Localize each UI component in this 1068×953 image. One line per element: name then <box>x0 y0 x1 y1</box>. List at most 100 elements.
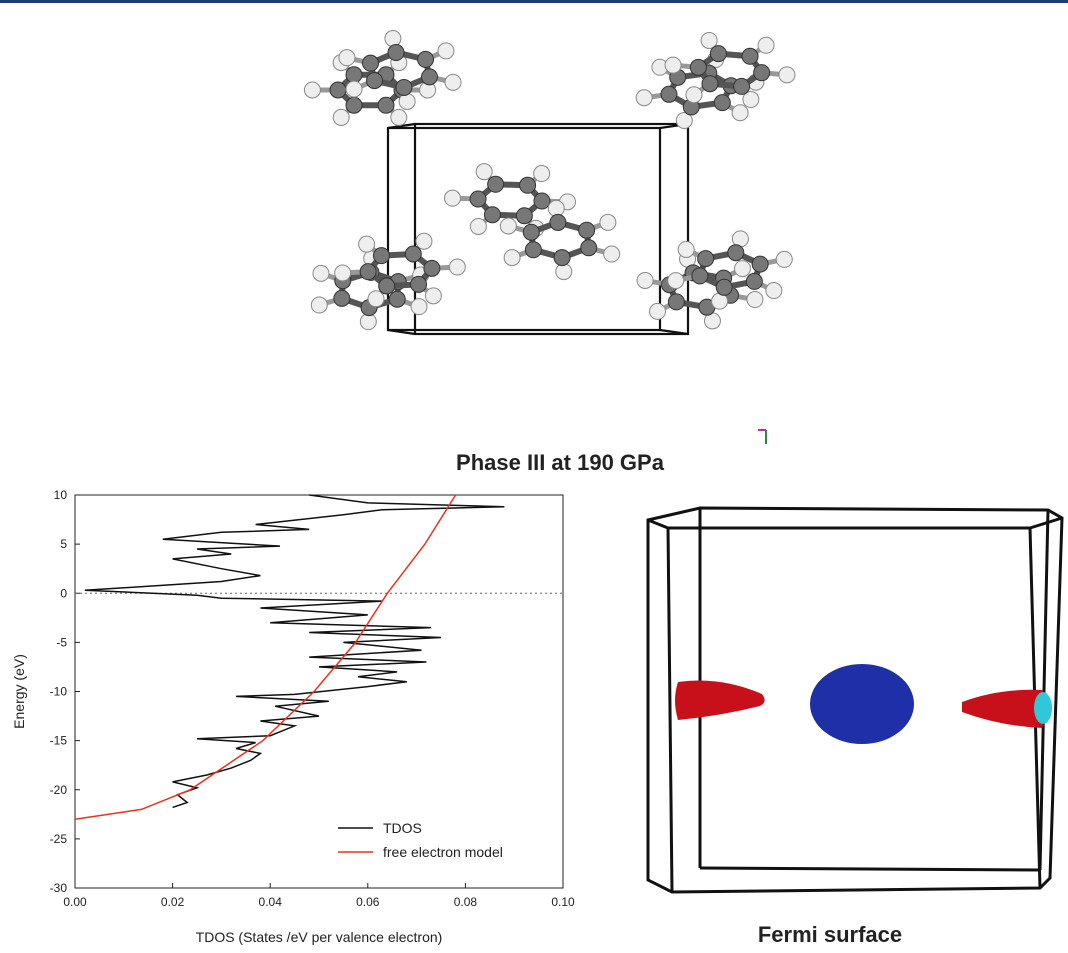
structure-caption: Phase III at 190 GPa <box>456 450 665 475</box>
carbon-atom <box>345 96 363 114</box>
hydrogen-atom <box>675 111 693 129</box>
hydrogen-atom <box>603 245 621 263</box>
hydrogen-atom <box>742 91 760 109</box>
carbon-atom <box>697 250 715 268</box>
carbon-atom <box>395 78 413 96</box>
hydrogen-atom <box>424 287 442 305</box>
carbon-atom <box>689 58 707 76</box>
carbon-atom <box>578 221 596 239</box>
hydrogen-atom <box>555 263 573 281</box>
carbon-atom <box>378 277 396 295</box>
hydrogen-atom <box>677 240 695 258</box>
carbon-atom <box>715 278 733 296</box>
hydrogen-atom <box>685 86 703 104</box>
y-tick-label: 5 <box>60 537 67 551</box>
legend-label: TDOS <box>383 820 422 836</box>
carbon-atom <box>745 272 763 290</box>
hydrogen-atom <box>444 73 462 91</box>
hydrogen-atom <box>410 298 428 316</box>
carbon-atom <box>751 255 769 273</box>
carbon-atom <box>365 72 383 90</box>
carbon-atom <box>515 207 533 225</box>
y-tick-label: 10 <box>54 488 68 502</box>
hydrogen-atom <box>415 232 433 250</box>
y-tick-label: 0 <box>60 586 67 600</box>
carbon-atom <box>727 244 745 262</box>
hydrogen-atom <box>667 272 685 290</box>
y-tick-label: -20 <box>50 783 68 797</box>
legend-label: free electron model <box>383 844 503 860</box>
carbon-atom <box>329 81 347 99</box>
x-tick-label: 0.10 <box>551 895 575 909</box>
carbon-atom <box>423 259 441 277</box>
carbon-atom <box>469 190 487 208</box>
hydrogen-atom <box>636 271 654 289</box>
carbon-atom <box>733 77 751 95</box>
hydrogen-atom <box>448 258 466 276</box>
x-tick-label: 0.04 <box>259 895 283 909</box>
hydrogen-atom <box>599 213 617 231</box>
carbon-atom <box>362 54 380 72</box>
hydrogen-atom <box>778 66 796 84</box>
y-tick-label: -10 <box>50 685 68 699</box>
crystal-structure <box>303 30 796 336</box>
x-tick-label: 0.08 <box>454 895 478 909</box>
hydrogen-atom <box>635 89 653 107</box>
hydrogen-atom <box>475 163 493 181</box>
carbon-atom <box>713 94 731 112</box>
hydrogen-atom <box>757 36 775 54</box>
hydrogen-atom <box>390 108 408 126</box>
y-tick-label: -5 <box>56 635 67 649</box>
hydrogen-atom <box>765 282 783 300</box>
hydrogen-atom <box>775 250 793 268</box>
hydrogen-atom <box>345 80 363 98</box>
carbon-atom <box>701 75 719 93</box>
series-line <box>74 494 457 820</box>
hydrogen-atom <box>359 313 377 331</box>
x-tick-label: 0.06 <box>356 895 380 909</box>
hydrogen-atom <box>731 104 749 122</box>
carbon-atom <box>420 68 438 86</box>
carbon-atom <box>333 289 351 307</box>
y-tick-label: -30 <box>50 881 68 895</box>
carbon-atom <box>753 64 771 82</box>
hydrogen-atom <box>503 249 521 267</box>
hydrogen-atom <box>312 264 330 282</box>
hydrogen-atom <box>384 30 402 48</box>
hydrogen-atom <box>338 49 356 67</box>
y-tick-label: -15 <box>50 734 68 748</box>
carbon-atom <box>553 249 571 267</box>
hydrogen-atom <box>367 290 385 308</box>
series-line <box>84 494 505 809</box>
x-axis-label: TDOS (States /eV per valence electron) <box>196 929 443 945</box>
carbon-atom <box>533 192 551 210</box>
hydrogen-atom <box>437 42 455 60</box>
hydrogen-atom <box>332 108 350 126</box>
carbon-atom <box>487 175 505 193</box>
carbon-atom <box>691 267 709 285</box>
carbon-atom <box>387 44 405 62</box>
hydrogen-atom <box>649 302 667 320</box>
fermi-caption: Fermi surface <box>758 922 902 947</box>
hydrogen-atom <box>499 217 517 235</box>
hydrogen-atom <box>443 189 461 207</box>
carbon-atom <box>519 176 537 194</box>
axis-triad <box>758 429 767 444</box>
carbon-atom <box>359 263 377 281</box>
carbon-atom <box>580 239 598 257</box>
carbon-atom <box>410 275 428 293</box>
hydrogen-atom <box>700 31 718 49</box>
hydrogen-atom <box>547 199 565 217</box>
hydrogen-atom <box>664 56 682 74</box>
carbon-atom <box>372 247 390 265</box>
y-tick-label: -25 <box>50 832 68 846</box>
carbon-atom <box>709 45 727 63</box>
carbon-atom <box>549 213 567 231</box>
hydrogen-atom <box>398 92 416 110</box>
x-tick-label: 0.00 <box>63 895 87 909</box>
carbon-atom <box>345 66 363 84</box>
carbon-atom <box>377 96 395 114</box>
hydrogen-atom <box>746 291 764 309</box>
top-rule <box>0 0 1068 3</box>
hydrogen-atom <box>533 165 551 183</box>
